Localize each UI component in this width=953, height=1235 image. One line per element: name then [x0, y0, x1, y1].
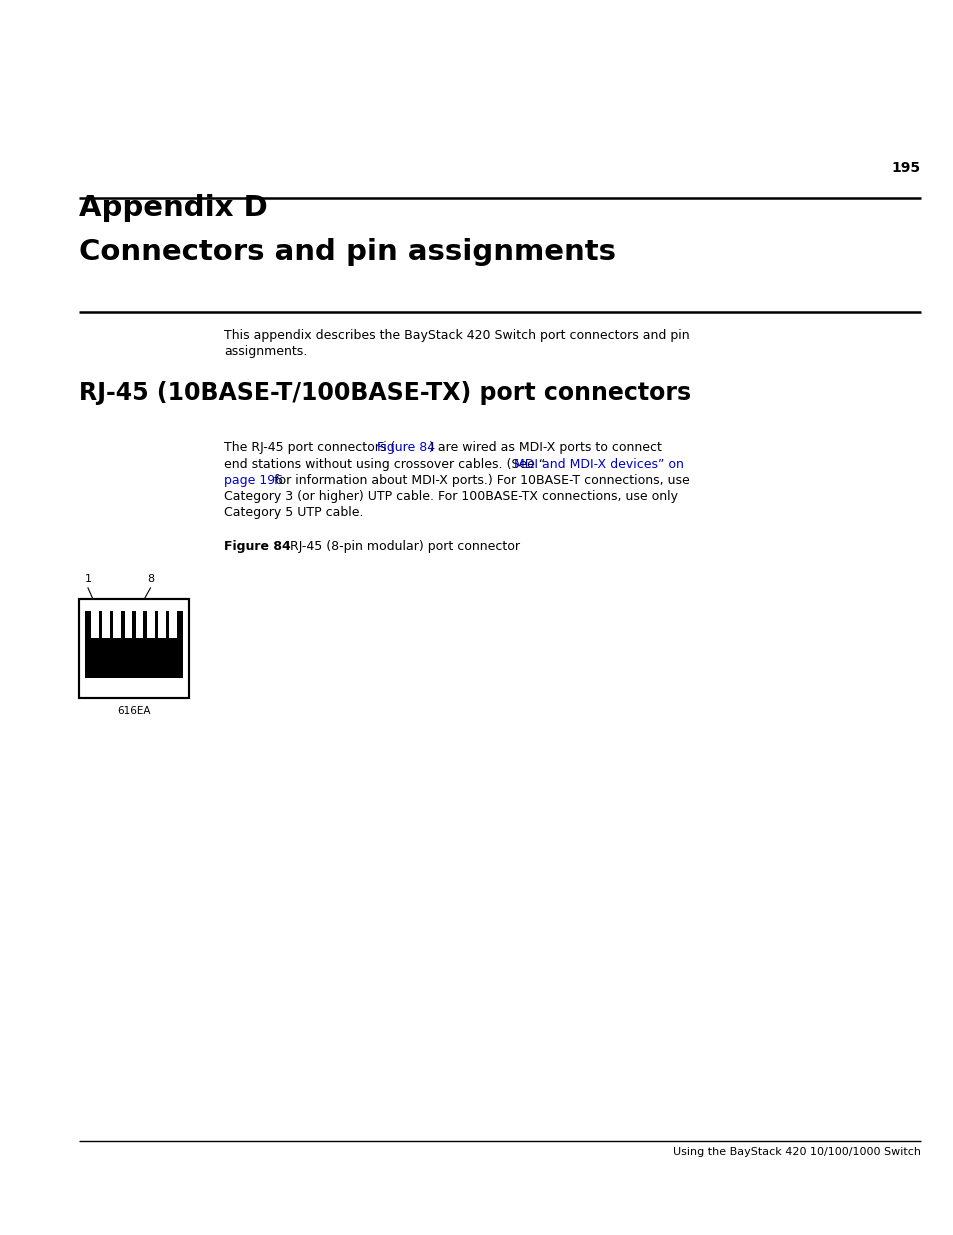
Text: RJ-45 (8-pin modular) port connector: RJ-45 (8-pin modular) port connector [277, 540, 519, 553]
Text: Category 3 (or higher) UTP cable. For 100BASE-TX connections, use only: Category 3 (or higher) UTP cable. For 10… [224, 489, 678, 503]
Bar [91, 611, 99, 638]
Text: The RJ-45 port connectors (: The RJ-45 port connectors ( [224, 441, 395, 454]
Text: Appendix D: Appendix D [79, 194, 268, 222]
Text: 8: 8 [147, 574, 153, 584]
Bar [113, 611, 121, 638]
Bar [79, 599, 189, 698]
Text: RJ-45 (10BASE-T/100BASE-TX) port connectors: RJ-45 (10BASE-T/100BASE-TX) port connect… [79, 382, 691, 405]
Text: Figure 84: Figure 84 [224, 540, 291, 553]
Text: Figure 84: Figure 84 [377, 441, 436, 454]
Bar [102, 611, 110, 638]
Text: for information about MDI-X ports.) For 10BASE-T connections, use: for information about MDI-X ports.) For … [270, 473, 689, 487]
Bar [158, 611, 166, 638]
Bar [79, 599, 189, 698]
Text: 1: 1 [85, 574, 91, 584]
Bar [169, 611, 176, 638]
Bar [85, 611, 183, 678]
Text: ) are wired as MDI-X ports to connect: ) are wired as MDI-X ports to connect [428, 441, 660, 454]
Text: Using the BayStack 420 10/100/1000 Switch: Using the BayStack 420 10/100/1000 Switc… [672, 1147, 920, 1157]
Polygon shape [90, 678, 177, 695]
Text: assignments.: assignments. [224, 345, 307, 358]
Text: MDI and MDI-X devices” on: MDI and MDI-X devices” on [513, 457, 683, 471]
Text: Category 5 UTP cable.: Category 5 UTP cable. [224, 505, 363, 519]
Bar [147, 611, 154, 638]
Text: end stations without using crossover cables. (See “: end stations without using crossover cab… [224, 457, 545, 471]
Text: page 196: page 196 [224, 473, 283, 487]
Text: 616EA: 616EA [117, 706, 151, 716]
Text: Connectors and pin assignments: Connectors and pin assignments [79, 237, 616, 266]
Text: 195: 195 [890, 162, 920, 175]
Bar [125, 611, 132, 638]
Text: This appendix describes the BayStack 420 Switch port connectors and pin: This appendix describes the BayStack 420… [224, 329, 689, 342]
Bar [135, 611, 143, 638]
